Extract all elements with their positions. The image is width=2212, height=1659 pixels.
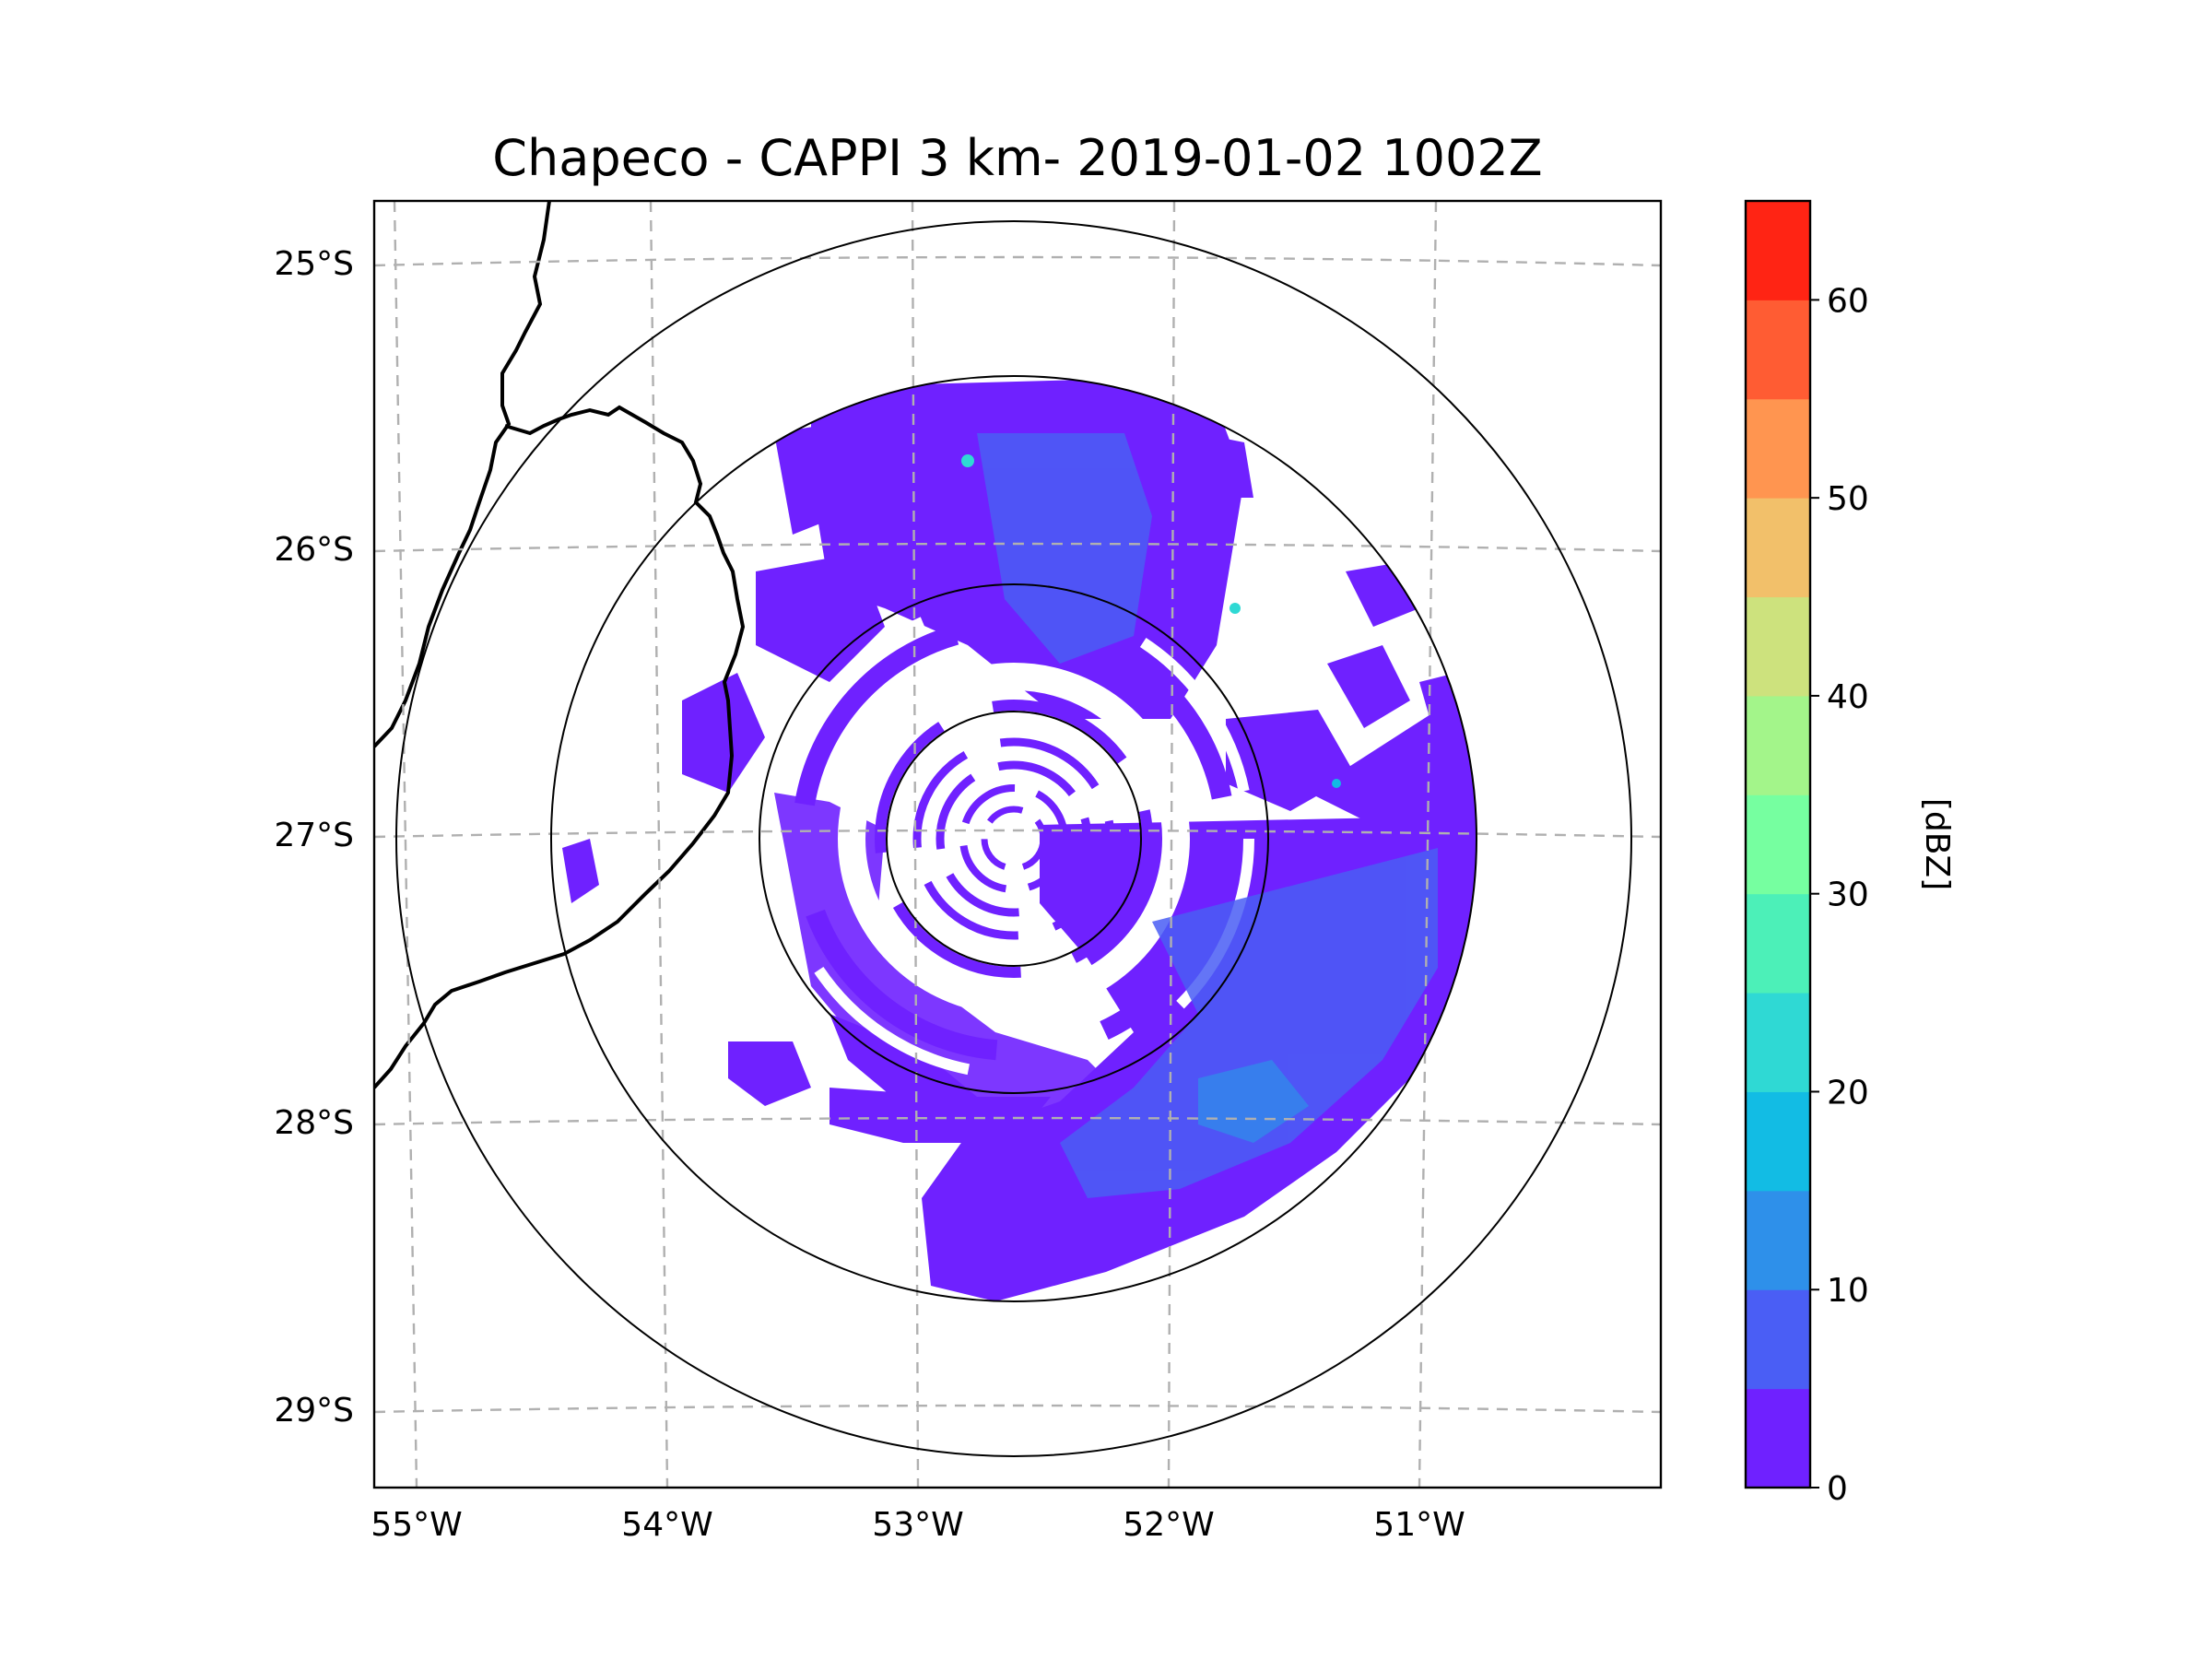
colorbar-bands <box>1746 201 1810 1488</box>
colorbar-band-2 <box>1746 1190 1810 1290</box>
colorbar-tick-label-50: 50 <box>1827 480 1869 518</box>
colorbar-tick-label-40: 40 <box>1827 678 1869 716</box>
colorbar-band-5 <box>1746 893 1810 994</box>
range-ring-1 <box>886 711 1142 967</box>
country-border <box>374 405 746 1089</box>
lon-label-55w: 55°W <box>371 1506 462 1544</box>
colorbar-band-0 <box>1746 1388 1810 1488</box>
colorbar-tick-label-30: 30 <box>1827 877 1869 914</box>
lon-label-51w: 51°W <box>1373 1506 1465 1544</box>
gridlines <box>374 201 1661 1488</box>
figure-title: Chapeco - CAPPI 3 km- 2019-01-02 1002Z <box>492 129 1542 187</box>
lat-label-27s: 27°S <box>274 817 354 854</box>
colorbar-band-10 <box>1746 398 1810 499</box>
lon-label-53w: 53°W <box>872 1506 963 1544</box>
lat-label-28s: 28°S <box>274 1104 354 1142</box>
longitude-labels: 55°W 54°W 53°W 52°W 51°W <box>371 1506 1465 1544</box>
latitude-labels: 25°S 26°S 27°S 28°S 29°S <box>274 245 354 1430</box>
colorbar-frame <box>1744 199 1812 1489</box>
lat-label-26s: 26°S <box>274 531 354 569</box>
colorbar-tick-label-0: 0 <box>1827 1470 1848 1508</box>
colorbar-band-12 <box>1746 201 1810 300</box>
lon-label-54w: 54°W <box>621 1506 712 1544</box>
range-ring-4 <box>395 220 1632 1457</box>
colorbar-band-6 <box>1746 794 1810 895</box>
range-ring-2 <box>759 583 1269 1094</box>
range-rings <box>395 220 1632 1457</box>
lat-label-29s: 29°S <box>274 1392 354 1430</box>
state-border <box>374 201 551 748</box>
colorbar-band-1 <box>1746 1289 1810 1390</box>
colorbar-tick-label-20: 20 <box>1827 1074 1869 1112</box>
range-ring-3 <box>550 375 1477 1302</box>
colorbar-band-11 <box>1746 300 1810 400</box>
colorbar-band-8 <box>1746 596 1810 697</box>
colorbar-band-3 <box>1746 1091 1810 1192</box>
colorbar-label: [dBZ] <box>1918 798 1956 890</box>
lat-label-25s: 25°S <box>274 245 354 283</box>
lon-label-52w: 52°W <box>1123 1506 1214 1544</box>
colorbar-tick-label-60: 60 <box>1827 282 1869 320</box>
colorbar-band-9 <box>1746 498 1810 598</box>
colorbar-band-4 <box>1746 993 1810 1092</box>
colorbar-ticks: 0 10 20 30 40 50 60 <box>1810 282 1869 1508</box>
colorbar-band-7 <box>1746 695 1810 795</box>
colorbar: 0 10 20 30 40 50 60 [dBZ] <box>1744 199 1956 1508</box>
colorbar-tick-label-10: 10 <box>1827 1272 1869 1310</box>
map-frame <box>372 199 1663 1489</box>
